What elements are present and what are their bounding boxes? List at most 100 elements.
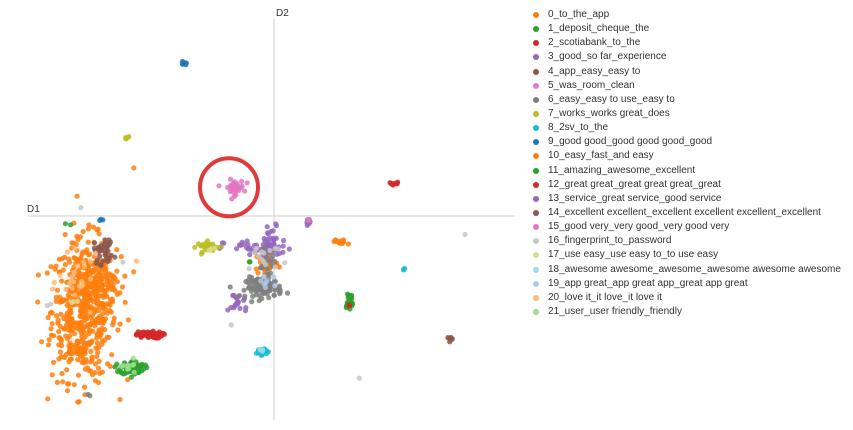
data-point bbox=[192, 244, 198, 250]
data-point bbox=[58, 311, 64, 317]
data-point bbox=[82, 334, 88, 340]
data-point bbox=[74, 233, 80, 239]
legend-item[interactable]: 18_awesome awesome_awesome_awesome aweso… bbox=[533, 263, 841, 277]
data-point bbox=[227, 284, 233, 290]
data-point bbox=[98, 262, 104, 268]
data-point bbox=[72, 292, 78, 298]
legend-swatch bbox=[533, 82, 539, 89]
data-point bbox=[247, 252, 253, 258]
data-point bbox=[81, 259, 87, 265]
data-point bbox=[87, 258, 93, 265]
legend-item[interactable]: 21_user_user friendly_friendly bbox=[533, 305, 841, 319]
legend-item[interactable]: 7_works_works great_does bbox=[533, 107, 841, 121]
data-point bbox=[93, 260, 99, 266]
data-point bbox=[117, 290, 123, 296]
legend-swatch bbox=[533, 139, 539, 146]
legend-swatch bbox=[533, 238, 539, 245]
data-point bbox=[90, 328, 96, 334]
data-point bbox=[78, 205, 84, 211]
legend-label: 17_use easy_use easy to_to use easy bbox=[548, 249, 719, 261]
legend-swatch bbox=[533, 294, 539, 301]
data-point bbox=[102, 237, 108, 243]
data-point bbox=[356, 375, 362, 381]
legend-item[interactable]: 4_app_easy_easy to bbox=[533, 65, 841, 79]
data-point bbox=[78, 306, 84, 313]
data-point bbox=[83, 299, 89, 305]
data-point bbox=[45, 342, 52, 348]
data-point bbox=[65, 292, 71, 298]
data-point bbox=[85, 391, 91, 398]
legend-item[interactable]: 13_service_great service_good service bbox=[533, 192, 841, 206]
data-point bbox=[272, 279, 278, 285]
legend-swatch bbox=[533, 224, 539, 231]
data-point bbox=[151, 334, 157, 341]
legend-item[interactable]: 20_love it_it love_it love it bbox=[533, 291, 841, 305]
legend-item[interactable]: 0_to_the_app bbox=[533, 8, 841, 22]
series-19-app-great-app-great-app-great-app-great bbox=[258, 274, 278, 290]
legend-item[interactable]: 8_2sv_to_the bbox=[533, 121, 841, 135]
data-point bbox=[75, 372, 82, 378]
data-point bbox=[96, 275, 102, 281]
data-point bbox=[104, 301, 110, 307]
data-point bbox=[275, 246, 281, 252]
data-point bbox=[53, 294, 59, 300]
data-point bbox=[64, 367, 70, 373]
data-point bbox=[91, 240, 98, 246]
data-point bbox=[94, 353, 100, 359]
legend-label: 16_fingerprint_to_password bbox=[548, 235, 672, 247]
legend-swatch bbox=[533, 12, 539, 19]
data-point bbox=[92, 361, 99, 367]
data-point bbox=[255, 270, 261, 276]
data-point bbox=[245, 280, 251, 286]
data-point bbox=[62, 262, 68, 268]
data-point bbox=[238, 242, 244, 248]
data-point bbox=[88, 348, 94, 354]
data-point bbox=[91, 245, 97, 251]
y-axis-label: D2 bbox=[276, 8, 289, 19]
legend-item[interactable]: 10_easy_fast_and easy bbox=[533, 149, 841, 163]
legend-item[interactable]: 15_good very_very good_very good very bbox=[533, 220, 841, 234]
data-point bbox=[54, 313, 60, 319]
data-point bbox=[64, 249, 70, 255]
data-point bbox=[63, 322, 69, 328]
data-point bbox=[135, 369, 141, 375]
legend-item[interactable]: 6_easy_easy to use_easy to bbox=[533, 93, 841, 107]
legend-item[interactable]: 14_excellent excellent_excellent excelle… bbox=[533, 206, 841, 220]
data-point bbox=[44, 303, 50, 309]
legend-item[interactable]: 12_great great_great great great_great bbox=[533, 178, 841, 192]
legend-item[interactable]: 16_fingerprint_to_password bbox=[533, 234, 841, 248]
data-point bbox=[97, 253, 103, 259]
legend-item[interactable]: 11_amazing_awesome_excellent bbox=[533, 164, 841, 178]
legend-label: 21_user_user friendly_friendly bbox=[548, 305, 682, 317]
legend-item[interactable]: 17_use easy_use easy to_to use easy bbox=[533, 248, 841, 262]
legend-swatch bbox=[533, 280, 539, 287]
data-point bbox=[95, 380, 101, 386]
legend-swatch bbox=[533, 266, 539, 273]
legend-item[interactable]: 2_scotiabank_to_the bbox=[533, 36, 841, 50]
data-point bbox=[71, 331, 77, 337]
series-9-good-good-good-good-good-good bbox=[97, 58, 189, 223]
data-point bbox=[237, 305, 243, 311]
legend-item[interactable]: 3_good_so far_experience bbox=[533, 50, 841, 64]
data-point bbox=[68, 278, 74, 284]
data-point bbox=[81, 292, 87, 298]
data-point bbox=[48, 326, 54, 332]
data-point bbox=[241, 287, 247, 293]
legend-item[interactable]: 1_deposit_cheque_the bbox=[533, 22, 841, 36]
data-point bbox=[390, 182, 396, 188]
data-point bbox=[35, 272, 42, 278]
data-point bbox=[120, 259, 126, 265]
legend: 0_to_the_app 1_deposit_cheque_the 2_scotia… bbox=[533, 8, 841, 319]
data-point bbox=[80, 228, 86, 235]
data-point bbox=[264, 266, 270, 272]
legend-item[interactable]: 19_app great_app great app_great app gre… bbox=[533, 277, 841, 291]
data-point bbox=[305, 217, 311, 223]
legend-item[interactable]: 9_good good_good good good_good bbox=[533, 135, 841, 149]
data-point bbox=[142, 362, 149, 368]
data-point bbox=[242, 308, 249, 314]
legend-item[interactable]: 5_was_room_clean bbox=[533, 79, 841, 93]
data-point bbox=[269, 253, 276, 260]
data-point bbox=[62, 231, 68, 238]
data-point bbox=[346, 303, 352, 309]
data-point bbox=[79, 251, 85, 257]
